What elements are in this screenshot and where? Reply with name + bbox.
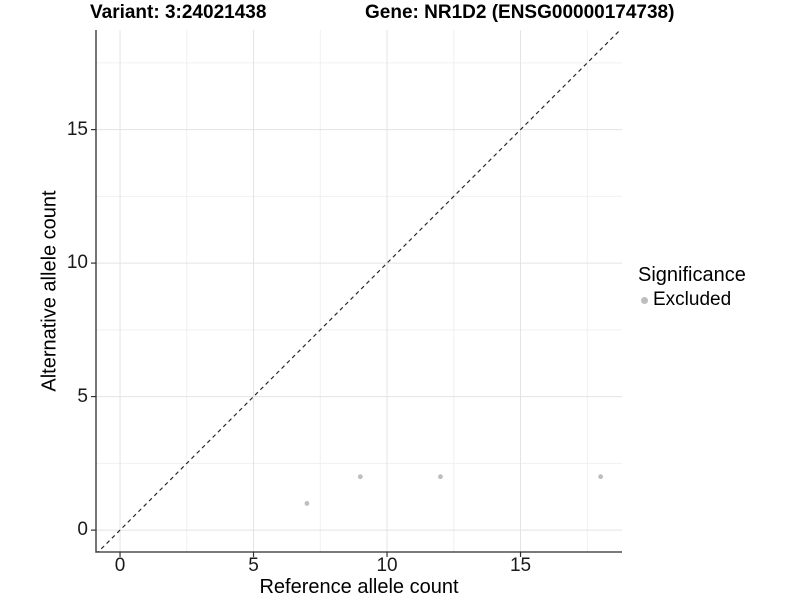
- identity-line: [97, 30, 621, 552]
- gene-title: Gene: NR1D2 (ENSG00000174738): [365, 2, 675, 23]
- x-tick-label: 15: [509, 555, 532, 576]
- x-tick-label: 5: [248, 555, 259, 576]
- data-point: [357, 474, 363, 480]
- data-point: [304, 501, 310, 506]
- legend-title: Significance: [638, 264, 746, 286]
- variant-title: Variant: 3:24021438: [90, 2, 267, 23]
- x-tick-label: 0: [114, 555, 126, 576]
- legend-entry-excluded: Excluded: [638, 289, 746, 311]
- legend: Significance Excluded: [638, 264, 746, 311]
- data-point: [598, 474, 604, 480]
- y-tick-label: 10: [66, 252, 88, 274]
- legend-entry-label: Excluded: [653, 289, 732, 310]
- x-axis-title: Reference allele count: [259, 576, 459, 598]
- y-tick-label: 15: [66, 118, 88, 140]
- y-tick-label: 5: [77, 385, 88, 407]
- y-axis-title: Alternative allele count: [38, 190, 61, 392]
- y-tick-label: 0: [77, 519, 88, 541]
- data-point: [438, 474, 443, 480]
- x-tick-label: 10: [376, 555, 398, 576]
- legend-point-icon: [641, 296, 648, 304]
